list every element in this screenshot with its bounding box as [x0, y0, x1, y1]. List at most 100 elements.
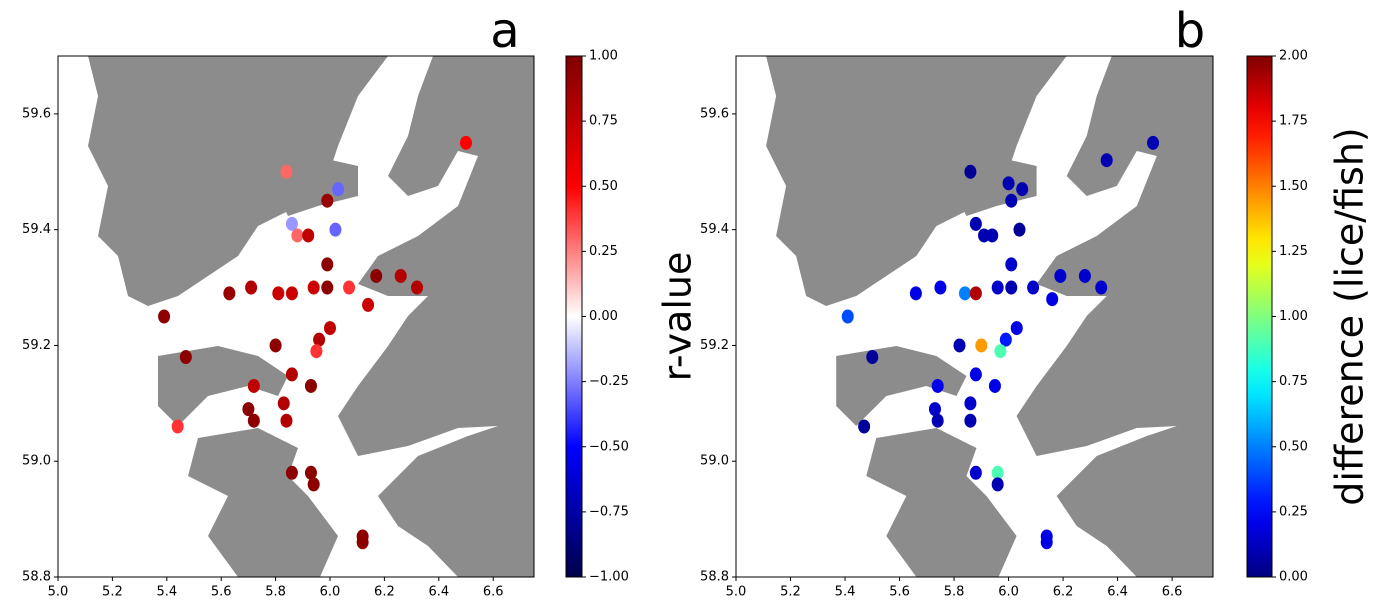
- colorbar-tick-label: 0.00: [589, 309, 618, 324]
- site-point: [991, 465, 1004, 480]
- site-point: [1005, 280, 1018, 295]
- x-tick-label: 5.0: [726, 585, 747, 600]
- panel-label: b: [1175, 3, 1205, 59]
- x-tick-label: 5.2: [780, 585, 801, 600]
- site-point: [307, 477, 320, 492]
- site-point: [1147, 135, 1160, 150]
- site-point: [285, 367, 298, 382]
- site-point: [242, 402, 255, 417]
- site-point: [934, 280, 947, 295]
- colorbar: [565, 55, 583, 578]
- site-point: [841, 309, 854, 324]
- colorbar-tick-label: 1.00: [589, 49, 618, 64]
- site-point: [931, 413, 944, 428]
- site-point: [1078, 268, 1091, 283]
- site-point: [307, 280, 320, 295]
- site-point: [370, 268, 383, 283]
- y-tick-label: 59.4: [22, 222, 51, 237]
- site-point: [324, 321, 336, 336]
- site-point: [1095, 280, 1108, 295]
- x-tick-label: 6.2: [374, 585, 395, 600]
- site-point: [277, 396, 290, 411]
- x-tick-label: 5.6: [211, 585, 232, 600]
- x-tick-label: 6.0: [998, 585, 1019, 600]
- x-tick-label: 6.4: [1107, 585, 1128, 600]
- colorbar-tick-label: 0.25: [589, 244, 618, 259]
- colorbar-tick-label: 0.75: [1279, 374, 1308, 389]
- site-point: [269, 338, 282, 353]
- site-point: [964, 413, 977, 428]
- x-tick-label: 5.8: [944, 585, 965, 600]
- colorbar: [1246, 55, 1273, 578]
- site-point: [356, 535, 369, 550]
- y-tick-label: 59.2: [700, 338, 729, 353]
- site-point: [931, 378, 944, 393]
- site-point: [999, 332, 1012, 347]
- x-tick-label: 5.0: [48, 585, 69, 600]
- site-point: [858, 419, 871, 434]
- colorbar-tick-label: 1.75: [1279, 114, 1308, 129]
- x-tick-label: 6.6: [1162, 585, 1183, 600]
- site-point: [343, 280, 356, 295]
- x-tick-label: 6.4: [428, 585, 449, 600]
- site-point: [969, 216, 982, 231]
- site-point: [460, 135, 472, 150]
- site-point: [1002, 176, 1015, 191]
- colorbar-tick-label: 1.00: [1279, 309, 1308, 324]
- colorbar-label: difference (lice/fish): [1328, 127, 1372, 506]
- site-point: [302, 228, 315, 243]
- x-tick-label: 5.2: [102, 585, 123, 600]
- site-point: [994, 344, 1007, 359]
- site-point: [866, 350, 879, 365]
- colorbar-tick-label: 0.75: [589, 114, 618, 129]
- site-point: [179, 350, 192, 365]
- site-point: [969, 286, 982, 301]
- site-point: [285, 465, 298, 480]
- site-point: [272, 286, 285, 301]
- site-point: [1040, 535, 1053, 550]
- site-point: [958, 286, 971, 301]
- y-tick-label: 58.8: [700, 570, 729, 585]
- site-point: [321, 257, 334, 272]
- y-tick-label: 59.6: [700, 106, 729, 121]
- site-point: [411, 280, 424, 295]
- site-point: [332, 182, 345, 197]
- site-point: [1016, 182, 1029, 197]
- colorbar-tick-label: 0.50: [1279, 439, 1308, 454]
- colorbar-tick-label: 0.00: [1279, 570, 1308, 585]
- site-point: [304, 465, 317, 480]
- site-point: [953, 338, 966, 353]
- axes-frame: [57, 55, 535, 578]
- site-point: [280, 413, 293, 428]
- panel-label: a: [490, 3, 519, 59]
- site-point: [171, 419, 184, 434]
- site-point: [964, 164, 977, 179]
- site-point: [1027, 280, 1040, 295]
- y-tick-label: 59.4: [700, 222, 729, 237]
- site-point: [304, 378, 317, 393]
- site-point: [988, 378, 1001, 393]
- x-tick-label: 5.4: [835, 585, 856, 600]
- colorbar-tick-label: 1.50: [1279, 179, 1308, 194]
- x-tick-label: 6.6: [483, 585, 504, 600]
- site-point: [285, 286, 298, 301]
- site-point: [223, 286, 236, 301]
- colorbar-tick-label: −1.00: [589, 570, 629, 585]
- site-point: [285, 216, 298, 231]
- site-point: [247, 413, 260, 428]
- site-point: [1100, 153, 1113, 168]
- x-tick-label: 5.8: [265, 585, 286, 600]
- y-tick-label: 59.6: [22, 106, 51, 121]
- colorbar-tick-label: 0.25: [1279, 504, 1308, 519]
- site-point: [1013, 222, 1026, 237]
- x-tick-label: 6.0: [320, 585, 341, 600]
- site-point: [1005, 193, 1018, 208]
- site-point: [280, 164, 293, 179]
- site-point: [247, 378, 260, 393]
- site-point: [964, 396, 977, 411]
- site-point: [969, 465, 982, 480]
- x-tick-label: 5.6: [889, 585, 910, 600]
- y-tick-label: 58.8: [22, 570, 51, 585]
- site-point: [329, 222, 342, 237]
- site-point: [1046, 292, 1059, 307]
